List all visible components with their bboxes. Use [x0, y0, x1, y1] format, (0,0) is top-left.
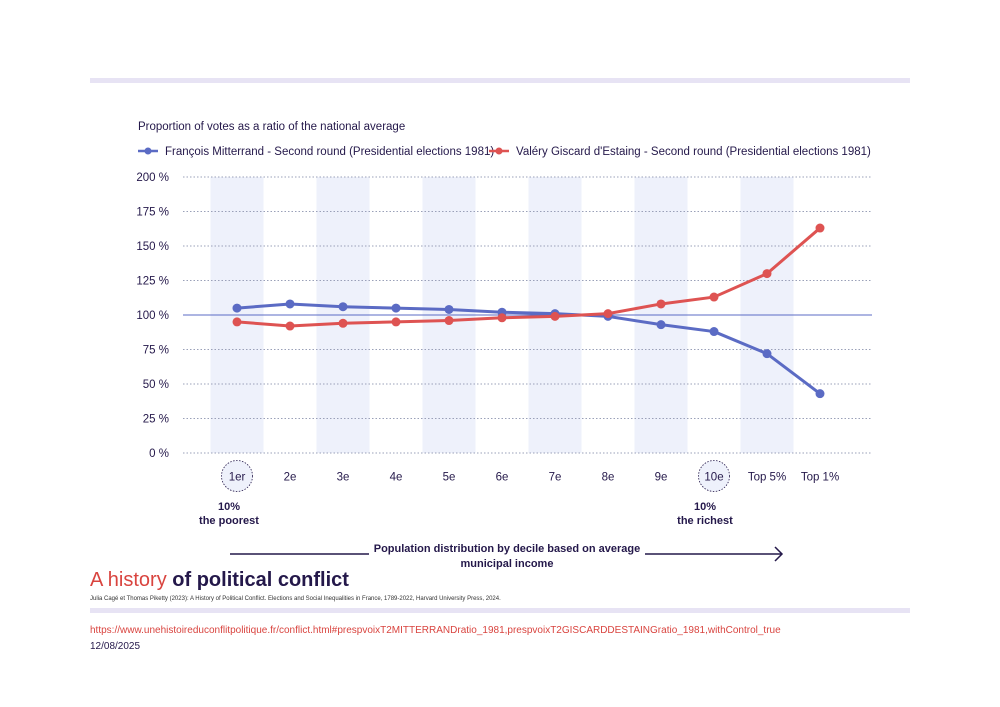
x-tick-label-3: 4e — [390, 472, 403, 484]
x-tick-label-5: 6e — [496, 472, 509, 484]
legend-label-mitterrand: François Mitterrand - Second round (Pres… — [165, 146, 494, 158]
series-0-point-1 — [285, 299, 295, 309]
y-tick-label-8: 0 % — [149, 448, 169, 460]
y-tick-label-7: 25 % — [143, 414, 169, 426]
x-tick-label-9: 10e — [704, 472, 723, 484]
series-1-point-4 — [444, 316, 454, 326]
y-tick-label-5: 75 % — [143, 345, 169, 357]
x-caption-arrowhead — [774, 546, 784, 562]
legend-label-giscard: Valéry Giscard d'Estaing - Second round … — [516, 146, 871, 158]
x-tick-label-11: Top 1% — [801, 472, 839, 484]
x-tick-label-10: Top 5% — [748, 472, 786, 484]
x-tick-label-8: 9e — [655, 472, 668, 484]
publication-title-block: A history of political conflict Julia Ca… — [90, 568, 501, 602]
series-1-point-8 — [656, 299, 666, 309]
series-0-point-0 — [232, 303, 242, 313]
series-0-point-11 — [815, 389, 825, 399]
x-tick-label-7: 8e — [602, 472, 615, 484]
series-0-point-2 — [338, 302, 348, 312]
y-axis-label: Proportion of votes as a ratio of the na… — [138, 121, 405, 133]
series-1-point-1 — [285, 321, 295, 331]
legend-marker-mitterrand — [144, 147, 152, 155]
series-0-point-9 — [709, 327, 719, 337]
x-tick-label-1: 2e — [284, 472, 297, 484]
y-tick-label-6: 50 % — [143, 379, 169, 391]
annotation-richest-0: 10% — [694, 501, 716, 513]
x-tick-label-0: 1er — [229, 472, 246, 484]
series-0-point-4 — [444, 304, 454, 314]
series-1-point-6 — [550, 311, 560, 321]
annotation-richest-1: the richest — [677, 515, 733, 527]
legend-marker-giscard — [495, 147, 503, 155]
y-tick-label-2: 150 % — [136, 241, 169, 253]
x-tick-highlight-9 — [698, 460, 730, 492]
x-tick-label-2: 3e — [337, 472, 350, 484]
annotation-poorest-0: 10% — [218, 501, 240, 513]
series-1-point-2 — [338, 318, 348, 328]
series-1-point-9 — [709, 292, 719, 302]
series-0-point-10 — [762, 349, 772, 359]
x-tick-label-4: 5e — [443, 472, 456, 484]
source-url[interactable]: https://www.unehistoireduconflitpolitiqu… — [90, 625, 781, 636]
title-light: A history — [90, 569, 167, 591]
access-date: 12/08/2025 — [90, 641, 141, 652]
publication-title: A history of political conflict — [90, 568, 501, 592]
top-divider — [90, 78, 910, 83]
x-tick-highlight-0 — [221, 460, 253, 492]
y-tick-label-0: 200 % — [136, 172, 169, 184]
series-1-point-3 — [391, 317, 401, 327]
series-1-point-0 — [232, 317, 242, 327]
series-1-point-10 — [762, 269, 772, 279]
title-bold: of political conflict — [172, 569, 349, 591]
series-1-point-7 — [603, 309, 613, 319]
annotation-poorest-1: the poorest — [199, 515, 259, 527]
series-line-1 — [236, 226, 821, 328]
y-tick-label-3: 125 % — [136, 276, 169, 288]
series-0-point-3 — [391, 303, 401, 313]
y-tick-label-1: 175 % — [136, 207, 169, 219]
x-tick-label-6: 7e — [549, 472, 562, 484]
series-0-point-8 — [656, 320, 666, 330]
y-tick-label-4: 100 % — [136, 310, 169, 322]
bottom-divider — [90, 608, 910, 613]
x-axis-caption-1: municipal income — [461, 558, 554, 570]
series-1-point-11 — [815, 223, 825, 233]
citation: Julia Cagé et Thomas Piketty (2023): A H… — [90, 596, 501, 602]
x-axis-caption-0: Population distribution by decile based … — [374, 543, 641, 555]
series-1-point-5 — [497, 313, 507, 323]
series-line-0 — [236, 302, 821, 395]
